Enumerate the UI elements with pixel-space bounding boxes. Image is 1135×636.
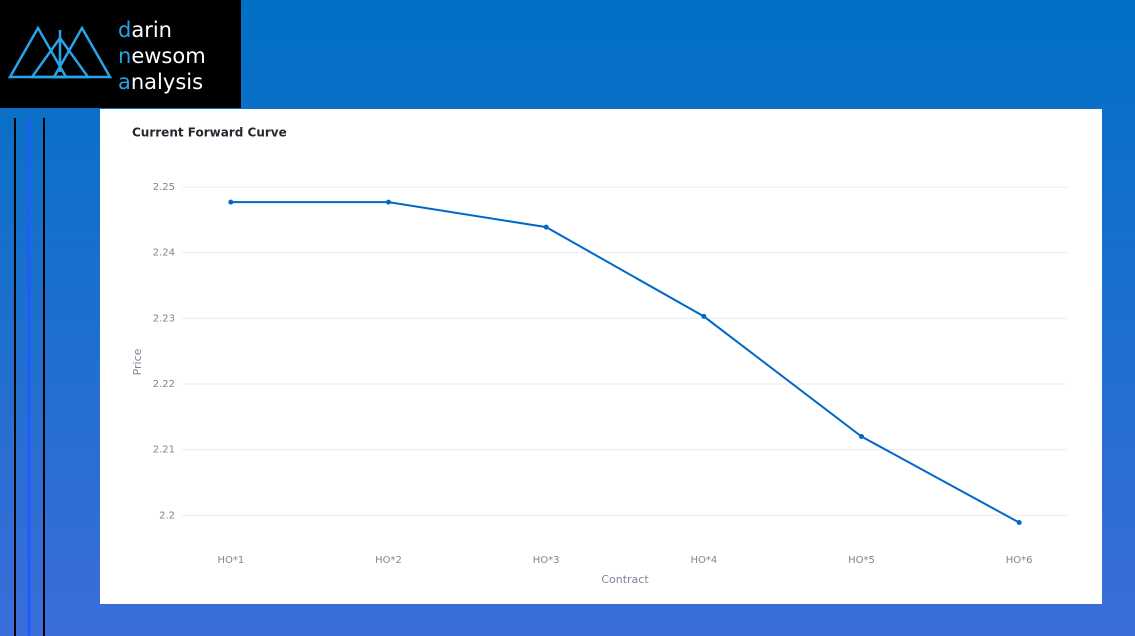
chart-panel	[100, 109, 1102, 604]
logo-word: darin	[118, 18, 172, 42]
y-tick-label: 2.24	[153, 248, 175, 259]
line	[230, 201, 1020, 524]
x-axis-label: Contract	[601, 573, 649, 586]
chart-title: Current Forward Curve	[132, 126, 287, 140]
y-tick-label: 2.23	[153, 313, 175, 324]
x-tick-label: HO*6	[1006, 555, 1033, 566]
x-tick-label: HO*4	[690, 555, 717, 566]
y-axis-label: Price	[131, 348, 144, 375]
x-tick-label: HO*5	[848, 555, 875, 566]
x-tick-label: HO*2	[375, 555, 402, 566]
x-tick-label: HO*1	[217, 555, 244, 566]
logo-word: newsom	[118, 44, 206, 68]
point	[1016, 520, 1022, 526]
y-tick-label: 2.25	[153, 182, 175, 193]
logo-word: analysis	[118, 70, 204, 94]
y-tick-label: 2.2	[159, 510, 175, 521]
x-tick-label: HO*3	[533, 555, 560, 566]
point	[543, 224, 549, 230]
point	[859, 434, 864, 440]
logo-box	[0, 0, 241, 108]
logo-icon	[7, 25, 113, 79]
y-tick-label: 2.22	[153, 379, 175, 390]
point	[228, 199, 234, 205]
point	[701, 313, 707, 319]
point	[386, 199, 391, 205]
y-tick-label: 2.21	[153, 445, 175, 456]
